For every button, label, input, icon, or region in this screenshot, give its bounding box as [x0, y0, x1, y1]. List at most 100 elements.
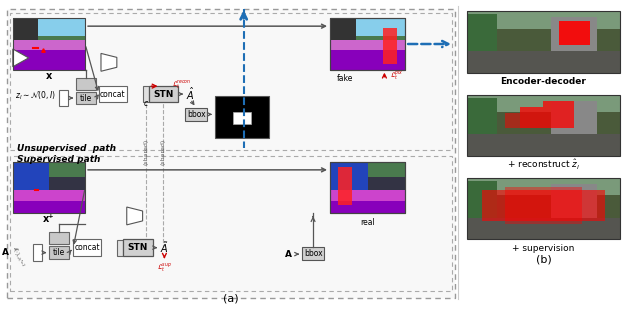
Bar: [330, 201, 405, 214]
Bar: [13, 18, 38, 42]
Text: x: x: [46, 71, 52, 81]
Bar: [482, 190, 605, 221]
Bar: [117, 240, 123, 255]
Bar: [505, 113, 520, 128]
Bar: [520, 107, 543, 128]
Bar: [330, 18, 405, 70]
Bar: [467, 95, 620, 156]
Bar: [185, 108, 207, 121]
Text: (shared): (shared): [143, 139, 148, 165]
Text: real: real: [360, 218, 375, 227]
Bar: [330, 50, 405, 70]
Bar: [233, 112, 251, 124]
Bar: [73, 239, 101, 256]
Bar: [148, 86, 179, 103]
Bar: [383, 28, 397, 64]
Bar: [338, 167, 352, 205]
Bar: [123, 239, 152, 256]
Bar: [551, 17, 597, 51]
Text: concat: concat: [100, 90, 125, 99]
Bar: [13, 162, 85, 214]
Bar: [467, 11, 620, 29]
Bar: [49, 246, 69, 259]
Text: fake: fake: [337, 74, 353, 83]
Bar: [10, 156, 452, 291]
Bar: [33, 244, 42, 261]
Text: + reconstruct $\hat{z}_l$: + reconstruct $\hat{z}_l$: [507, 158, 580, 172]
Text: $\mathcal{L}_t^{sup}$: $\mathcal{L}_t^{sup}$: [157, 261, 172, 274]
Bar: [76, 91, 96, 104]
Bar: [467, 178, 620, 195]
Bar: [49, 232, 69, 244]
Bar: [13, 162, 85, 214]
Bar: [13, 18, 85, 70]
Text: $\tilde{A}$: $\tilde{A}$: [160, 240, 169, 255]
Bar: [330, 190, 405, 201]
Bar: [330, 18, 405, 70]
Bar: [13, 40, 85, 50]
Bar: [13, 162, 85, 177]
Bar: [330, 162, 405, 214]
Bar: [330, 18, 405, 70]
Text: tile: tile: [53, 248, 65, 257]
Polygon shape: [127, 207, 143, 225]
Bar: [143, 86, 148, 102]
Text: x⁺: x⁺: [44, 215, 54, 224]
Text: bbox: bbox: [304, 249, 323, 258]
Bar: [467, 135, 620, 156]
Bar: [356, 18, 405, 36]
Text: (a): (a): [223, 294, 239, 304]
Text: STN: STN: [127, 243, 148, 252]
Text: $z_l \sim \mathcal{N}(0,I)$: $z_l \sim \mathcal{N}(0,I)$: [15, 89, 56, 102]
Bar: [330, 162, 367, 190]
Bar: [330, 162, 405, 214]
Bar: [330, 18, 356, 42]
Text: $c$: $c$: [143, 100, 148, 108]
Bar: [505, 187, 582, 224]
Text: $\hat{A}$: $\hat{A}$: [186, 86, 195, 102]
Bar: [76, 78, 96, 90]
Bar: [551, 101, 597, 135]
Bar: [10, 13, 452, 150]
Bar: [7, 9, 455, 298]
Bar: [13, 201, 85, 214]
Text: STN: STN: [153, 90, 173, 99]
Bar: [60, 90, 68, 106]
Bar: [99, 86, 127, 103]
Text: $\mathcal{L}_t^{recon}$: $\mathcal{L}_t^{recon}$: [172, 79, 192, 91]
Text: (shared): (shared): [161, 139, 166, 165]
Bar: [543, 101, 574, 128]
Text: tile: tile: [80, 94, 92, 103]
Bar: [330, 162, 405, 177]
Bar: [467, 14, 497, 51]
Bar: [302, 247, 324, 260]
Bar: [467, 11, 620, 73]
Polygon shape: [101, 53, 117, 71]
Bar: [13, 50, 85, 70]
Bar: [467, 51, 620, 73]
Text: $\mathcal{L}_t^{pix}$: $\mathcal{L}_t^{pix}$: [390, 69, 404, 83]
Bar: [467, 181, 497, 218]
Bar: [330, 40, 405, 50]
Text: + supervision: + supervision: [512, 244, 575, 253]
Polygon shape: [13, 49, 29, 67]
Bar: [467, 95, 620, 112]
Bar: [38, 18, 85, 36]
Bar: [467, 98, 497, 135]
Text: concat: concat: [74, 243, 100, 252]
Text: (b): (b): [536, 254, 551, 264]
Bar: [467, 178, 620, 239]
Bar: [467, 95, 620, 156]
Text: A: A: [285, 250, 292, 259]
Bar: [467, 218, 620, 239]
Bar: [13, 162, 49, 190]
Bar: [13, 18, 85, 70]
Bar: [559, 20, 589, 45]
Text: A: A: [3, 248, 10, 257]
Bar: [13, 190, 85, 201]
Bar: [330, 162, 405, 214]
Bar: [551, 184, 597, 218]
Text: $\mathcal{E}(\cdot), \mathcal{N}^{-1}$: $\mathcal{E}(\cdot), \mathcal{N}^{-1}$: [9, 244, 26, 268]
Bar: [215, 96, 269, 138]
Bar: [467, 178, 620, 239]
